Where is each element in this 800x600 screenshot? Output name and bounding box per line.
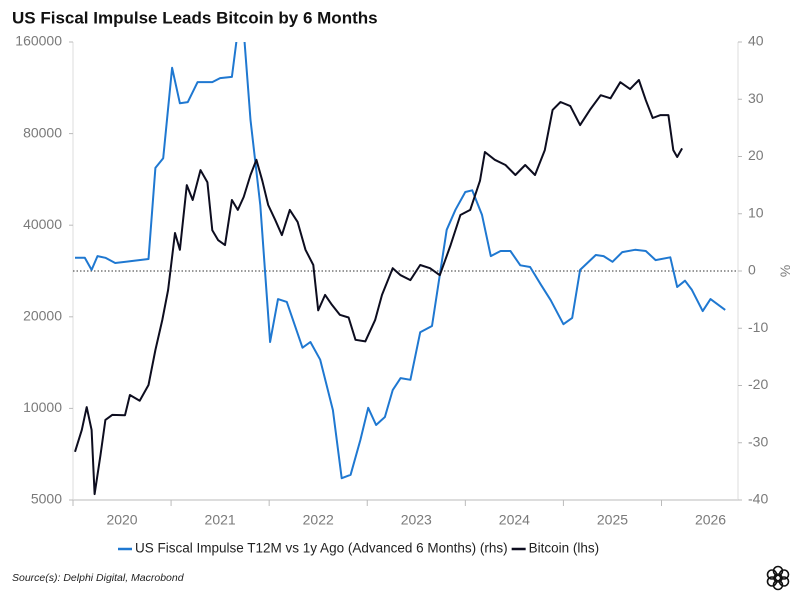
x-tick-label: 2022	[303, 512, 334, 528]
x-tick-label: 2026	[695, 512, 726, 528]
series-line	[75, 42, 726, 480]
legend-label: US Fiscal Impulse T12M vs 1y Ago (Advanc…	[135, 541, 508, 556]
y2-tick-label: -30	[748, 433, 768, 449]
y-tick-label: 160000	[15, 33, 62, 49]
y-tick-label: 20000	[23, 308, 62, 324]
y2-tick-label: 20	[748, 147, 764, 163]
y2-tick-label: 0	[748, 262, 756, 278]
y2-tick-label: 40	[748, 33, 764, 49]
series-line	[74, 79, 683, 496]
logo	[766, 565, 790, 591]
x-tick-label: 2021	[205, 512, 236, 528]
y2-tick-label: -10	[748, 319, 768, 335]
x-tick-label: 2020	[106, 512, 137, 528]
x-tick-label: 2025	[597, 512, 628, 528]
y2-tick-label: 10	[748, 204, 764, 220]
chart-title: US Fiscal Impulse Leads Bitcoin by 6 Mon…	[12, 8, 378, 27]
source: Source(s): Delphi Digital, Macrobond	[12, 572, 185, 584]
x-tick-label: 2024	[499, 512, 530, 528]
x-tick-label: 2023	[401, 512, 432, 528]
y-tick-label: 10000	[23, 399, 62, 415]
y-tick-label: 40000	[23, 216, 62, 232]
y2-tick-label: -20	[748, 376, 768, 392]
y-tick-label: 80000	[23, 124, 62, 140]
y-tick-label: 5000	[31, 491, 62, 507]
y2-tick-label: 30	[748, 90, 764, 106]
legend-label: Bitcoin (lhs)	[529, 541, 600, 556]
y2-axis-label: %	[777, 265, 793, 277]
plot-area	[74, 42, 726, 496]
y2-tick-label: -40	[748, 491, 768, 507]
